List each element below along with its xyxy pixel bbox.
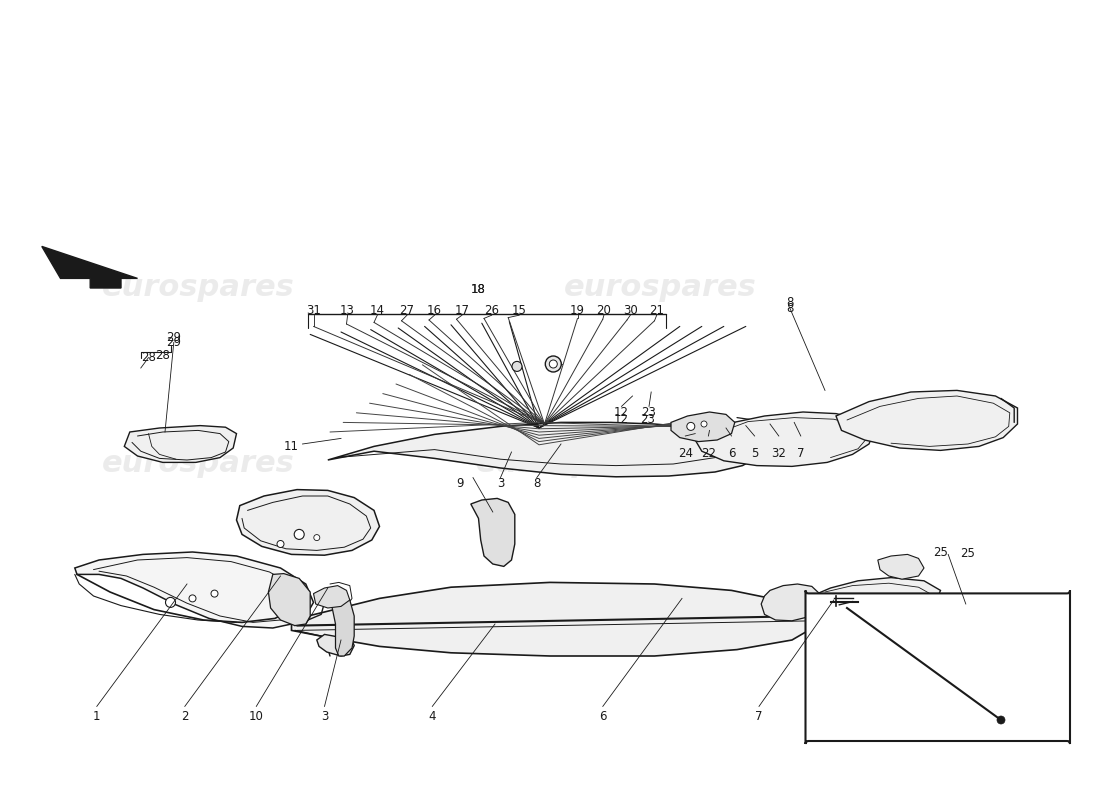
Polygon shape bbox=[236, 490, 380, 555]
Text: 19: 19 bbox=[570, 304, 585, 317]
Text: 29: 29 bbox=[166, 331, 182, 344]
Polygon shape bbox=[292, 582, 820, 656]
Circle shape bbox=[997, 716, 1005, 724]
Polygon shape bbox=[836, 390, 1018, 450]
Text: 28: 28 bbox=[155, 349, 170, 362]
Text: 26: 26 bbox=[484, 304, 499, 317]
Text: 32: 32 bbox=[771, 447, 786, 460]
Circle shape bbox=[546, 356, 561, 372]
Text: 14: 14 bbox=[370, 304, 385, 317]
Text: 8: 8 bbox=[534, 477, 540, 490]
Text: 5: 5 bbox=[751, 447, 758, 460]
Text: 30: 30 bbox=[623, 304, 638, 317]
Text: 15: 15 bbox=[512, 304, 527, 317]
Text: 7: 7 bbox=[798, 447, 804, 460]
Circle shape bbox=[314, 534, 320, 541]
Text: 21: 21 bbox=[649, 304, 664, 317]
Polygon shape bbox=[328, 592, 354, 656]
Text: 2: 2 bbox=[182, 710, 188, 722]
Text: 23: 23 bbox=[641, 406, 657, 418]
Text: eurospares: eurospares bbox=[475, 450, 669, 478]
Text: 31: 31 bbox=[306, 304, 321, 317]
Text: 25: 25 bbox=[960, 547, 976, 560]
Polygon shape bbox=[124, 426, 236, 462]
Polygon shape bbox=[812, 578, 940, 618]
Polygon shape bbox=[42, 246, 138, 288]
Text: 13: 13 bbox=[340, 304, 355, 317]
Circle shape bbox=[701, 421, 707, 427]
Text: 23: 23 bbox=[640, 413, 656, 426]
Circle shape bbox=[277, 541, 284, 547]
Circle shape bbox=[189, 595, 196, 602]
Polygon shape bbox=[761, 584, 820, 621]
Polygon shape bbox=[671, 412, 735, 442]
Text: 6: 6 bbox=[600, 710, 606, 722]
Polygon shape bbox=[328, 422, 762, 477]
Text: 8: 8 bbox=[786, 296, 793, 309]
Polygon shape bbox=[314, 586, 350, 608]
Text: 22: 22 bbox=[701, 447, 716, 460]
Polygon shape bbox=[317, 634, 354, 656]
Text: 17: 17 bbox=[454, 304, 470, 317]
Text: 18: 18 bbox=[471, 283, 486, 296]
FancyBboxPatch shape bbox=[805, 590, 1070, 744]
Text: 7: 7 bbox=[756, 710, 762, 722]
Text: 11: 11 bbox=[284, 440, 299, 453]
Text: 3: 3 bbox=[321, 710, 328, 722]
Text: 10: 10 bbox=[249, 710, 264, 722]
Text: 9: 9 bbox=[456, 477, 463, 490]
Text: 12: 12 bbox=[614, 406, 629, 418]
Text: 16: 16 bbox=[427, 304, 442, 317]
Polygon shape bbox=[75, 552, 314, 628]
Text: 1: 1 bbox=[94, 710, 100, 722]
Polygon shape bbox=[878, 554, 924, 579]
Polygon shape bbox=[268, 574, 310, 626]
Circle shape bbox=[165, 598, 176, 607]
Text: 25: 25 bbox=[933, 546, 948, 558]
Text: eurospares: eurospares bbox=[563, 274, 757, 302]
Text: 8: 8 bbox=[786, 302, 793, 314]
Text: 27: 27 bbox=[399, 304, 415, 317]
Polygon shape bbox=[695, 412, 875, 466]
Text: 6: 6 bbox=[728, 447, 735, 460]
Text: 20: 20 bbox=[596, 304, 612, 317]
Circle shape bbox=[211, 590, 218, 597]
Text: 29: 29 bbox=[166, 336, 182, 349]
Circle shape bbox=[512, 362, 522, 371]
Text: 4: 4 bbox=[429, 710, 436, 722]
Circle shape bbox=[686, 422, 695, 430]
Text: 18: 18 bbox=[471, 283, 486, 296]
Text: eurospares: eurospares bbox=[101, 274, 295, 302]
Text: 28: 28 bbox=[141, 351, 156, 364]
Polygon shape bbox=[471, 498, 515, 566]
Text: 12: 12 bbox=[614, 413, 629, 426]
Text: eurospares: eurospares bbox=[101, 450, 295, 478]
Circle shape bbox=[549, 360, 558, 368]
Circle shape bbox=[294, 530, 305, 539]
Text: 3: 3 bbox=[497, 477, 504, 490]
Text: 24: 24 bbox=[678, 447, 693, 460]
